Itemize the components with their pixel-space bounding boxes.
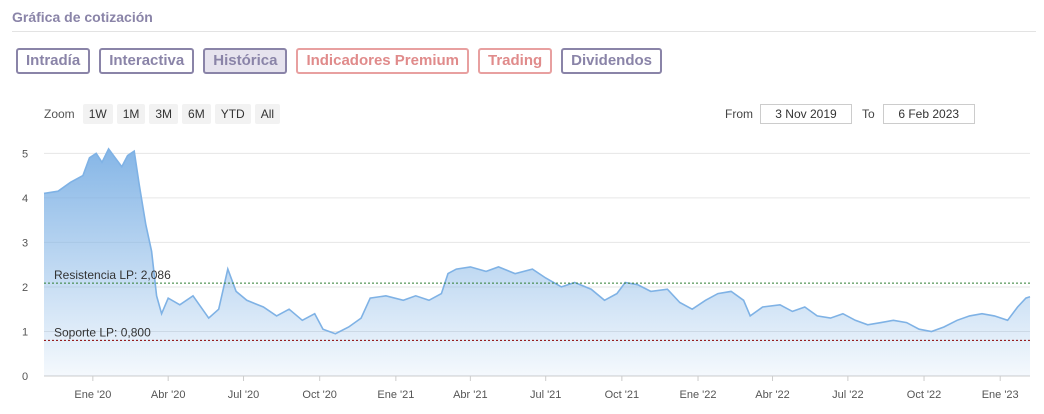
zoom-controls: Zoom 1W 1M 3M 6M YTD All xyxy=(44,104,281,124)
y-tick-label: 4 xyxy=(22,193,28,205)
reference-label: Resistencia LP: 2,086 xyxy=(54,268,171,282)
x-tick-label: Abr '22 xyxy=(755,389,790,401)
x-tick-label: Oct '21 xyxy=(605,389,640,401)
tab-indicadores-premium[interactable]: Indicadores Premium xyxy=(296,48,469,74)
y-axis-labels: 0 1 2 3 4 5 xyxy=(22,148,28,383)
zoom-3m-button[interactable]: 3M xyxy=(149,104,179,124)
x-tick-label: Abr '20 xyxy=(151,389,186,401)
x-axis-labels: Ene '20 Abr '20 Jul '20 Oct '20 Ene '21 Abr '… xyxy=(74,376,1019,401)
reference-lines: Resistencia LP: 2,086 Soporte LP: 0,800 xyxy=(44,268,1030,341)
zoom-1w-button[interactable]: 1W xyxy=(82,104,113,124)
to-label: To xyxy=(862,107,875,121)
zoom-all-button[interactable]: All xyxy=(254,104,281,124)
price-area xyxy=(43,147,1031,376)
reference-label: Soporte LP: 0,800 xyxy=(54,325,151,339)
x-tick-label: Ene '20 xyxy=(74,389,111,401)
y-tick-label: 0 xyxy=(22,371,28,383)
tab-intradia[interactable]: Intradía xyxy=(16,48,91,74)
y-tick-label: 3 xyxy=(22,237,28,249)
price-line xyxy=(43,147,1031,335)
x-tick-label: Ene '23 xyxy=(982,389,1019,401)
x-tick-label: Ene '22 xyxy=(680,389,717,401)
zoom-ytd-button[interactable]: YTD xyxy=(214,104,251,124)
tab-historica[interactable]: Histórica xyxy=(203,48,288,74)
zoom-label: Zoom xyxy=(44,107,75,121)
tab-trading[interactable]: Trading xyxy=(478,48,553,74)
x-tick-label: Ene '21 xyxy=(377,389,414,401)
y-tick-label: 2 xyxy=(22,282,28,294)
x-tick-label: Oct '22 xyxy=(907,389,942,401)
date-range: From 3 Nov 2019 To 6 Feb 2023 xyxy=(725,104,975,124)
tab-dividendos[interactable]: Dividendos xyxy=(561,48,663,74)
x-tick-label: Jul '21 xyxy=(530,389,561,401)
section-title: Gráfica de cotización xyxy=(12,9,153,25)
title-divider xyxy=(12,31,1036,32)
x-tick-label: Jul '20 xyxy=(228,389,259,401)
price-area-fill xyxy=(44,148,1030,376)
y-tick-label: 1 xyxy=(22,326,28,338)
from-label: From xyxy=(725,107,753,121)
x-tick-label: Jul '22 xyxy=(832,389,863,401)
x-tick-label: Abr '21 xyxy=(453,389,488,401)
x-tick-label: Oct '20 xyxy=(302,389,337,401)
y-tick-label: 5 xyxy=(22,148,28,160)
tab-interactiva[interactable]: Interactiva xyxy=(99,48,195,74)
to-date-input[interactable]: 6 Feb 2023 xyxy=(882,104,975,124)
chart-tabs: Intradía Interactiva Histórica Indicador… xyxy=(16,48,663,74)
zoom-1m-button[interactable]: 1M xyxy=(116,104,146,124)
zoom-6m-button[interactable]: 6M xyxy=(182,104,211,124)
from-date-input[interactable]: 3 Nov 2019 xyxy=(760,104,852,124)
